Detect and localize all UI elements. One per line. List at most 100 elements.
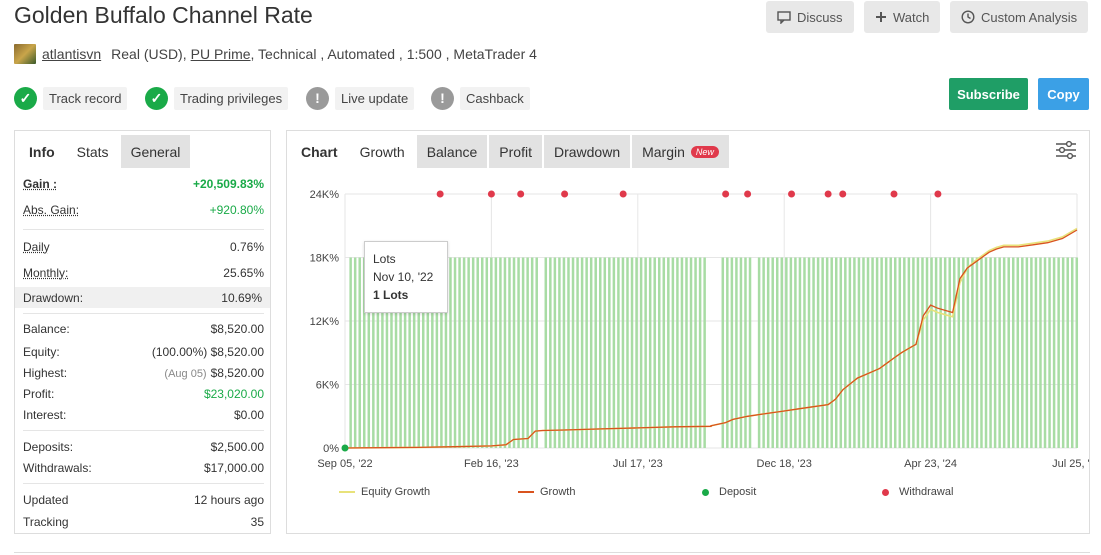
track-record-badge[interactable]: ✓ Track record (14, 86, 128, 110)
badge-label: Track record (43, 86, 128, 110)
interest-row: Interest: $0.00 (23, 405, 264, 425)
live-update-badge[interactable]: ! Live update (306, 86, 415, 110)
updated-row: Updated 12 hours ago (23, 490, 264, 510)
lots-bar (376, 257, 380, 448)
legend-deposit[interactable]: Deposit (702, 486, 756, 498)
drawdown-value: 10.69% (221, 290, 262, 305)
lots-bar (521, 257, 525, 448)
trading-privileges-badge[interactable]: ✓ Trading privileges (145, 86, 289, 110)
divider (14, 552, 1090, 553)
withdrawal-point (619, 190, 627, 198)
watch-button[interactable]: Watch (864, 1, 941, 33)
lots-bar (503, 257, 507, 448)
lots-bar (544, 257, 548, 448)
chart-marks (341, 190, 942, 452)
lots-bar (771, 257, 774, 448)
tab-info[interactable]: Info (19, 135, 65, 168)
badge-label: Live update (335, 86, 415, 110)
legend-growth[interactable]: Growth (518, 486, 575, 498)
lots-bar (694, 257, 697, 448)
withdrawals-row: Withdrawals: $17,000.00 (23, 458, 264, 478)
withdrawal-point (722, 190, 730, 198)
tab-drawdown[interactable]: Drawdown (543, 135, 631, 168)
subscribe-button[interactable]: Subscribe (949, 78, 1028, 110)
tracking-value: 35 (250, 515, 264, 529)
watch-label: Watch (893, 9, 930, 25)
account-details: , Technical , Automated , 1:500 , MetaTr… (250, 46, 537, 62)
plus-icon (876, 12, 886, 22)
tab-general[interactable]: General (120, 135, 191, 168)
copy-button[interactable]: Copy (1038, 78, 1089, 110)
lots-bar (980, 257, 983, 448)
tab-profit[interactable]: Profit (489, 135, 542, 168)
lots-bar (912, 257, 915, 448)
discuss-button[interactable]: Discuss (766, 1, 854, 33)
lots-bar (653, 257, 656, 448)
chart-tabs: Chart Growth Balance Profit Drawdown Mar… (287, 131, 731, 168)
axis-labels: 0% 6K% 12K% 18K% 24K% Sep 05, '22 Feb 16, '23 J… (310, 189, 1089, 470)
user-link[interactable]: atlantisvn (42, 46, 102, 62)
broker-link[interactable]: PU Prime (190, 46, 251, 62)
lots-bar (830, 257, 833, 448)
lots-bar (880, 257, 883, 448)
lots-bar (1052, 257, 1056, 448)
x-tick-label: Jul 17, '23 (613, 458, 663, 470)
lots-bar (762, 257, 765, 448)
legend-equity[interactable]: Equity Growth (339, 486, 430, 498)
tooltip-date: Nov 10, '22 (373, 270, 434, 284)
lots-bar (594, 257, 597, 448)
settings-sliders-icon[interactable] (1055, 139, 1077, 166)
tooltip-title: Lots (373, 252, 396, 266)
lots-bar (553, 257, 557, 448)
lots-bar (907, 257, 911, 448)
lots-bar (884, 257, 888, 448)
abs-gain-label[interactable]: Abs. Gain: (23, 203, 80, 217)
lots-bar (721, 257, 725, 448)
y-tick-label: 24K% (310, 189, 340, 201)
x-tick-label: Dec 18, '23 (757, 458, 812, 470)
new-badge: New (690, 145, 719, 158)
withdrawal-point (436, 190, 444, 198)
legend-dot (882, 488, 889, 496)
tab-growth[interactable]: Growth (349, 135, 415, 168)
lots-bar (730, 257, 734, 448)
lots-bar (412, 257, 416, 448)
withdrawal-point (517, 190, 525, 198)
lots-bar (889, 257, 892, 448)
lots-bar (989, 257, 992, 448)
lots-bar (835, 257, 838, 448)
lots-bar (975, 257, 979, 448)
gain-label[interactable]: Gain : (23, 177, 58, 191)
lots-bar (530, 257, 534, 448)
legend-withdrawal-label: Withdrawal (899, 486, 954, 498)
lots-bar (844, 257, 847, 448)
lots-bar (857, 257, 861, 448)
legend-withdrawal[interactable]: Withdrawal (882, 486, 953, 498)
tab-chart[interactable]: Chart (301, 143, 338, 160)
exclamation-icon: ! (306, 86, 329, 110)
clock-icon (961, 10, 975, 24)
tab-margin[interactable]: Margin New (632, 135, 729, 168)
lots-bar (440, 257, 443, 448)
monthly-label[interactable]: Monthly: (23, 266, 69, 280)
lots-bar (916, 257, 920, 448)
tab-stats[interactable]: Stats (66, 135, 119, 168)
lots-bar (517, 257, 520, 448)
lots-bar (1011, 257, 1015, 448)
lots-bar (644, 257, 647, 448)
withdrawal-point (788, 190, 796, 198)
lots-bar (1061, 257, 1065, 448)
divider (23, 430, 264, 431)
lots-bar (490, 257, 493, 448)
daily-label[interactable]: Daily (23, 240, 50, 254)
y-tick-label: 0% (323, 443, 339, 455)
lots-bar (993, 257, 997, 448)
lots-bar (748, 257, 752, 448)
tab-balance[interactable]: Balance (416, 135, 488, 168)
lots-bar (862, 257, 865, 448)
lots-bar (662, 257, 666, 448)
growth-chart[interactable]: 0% 6K% 12K% 18K% 24K% Sep 05, '22 Feb 16, '23 J… (287, 171, 1089, 511)
avatar[interactable] (14, 44, 36, 64)
cashback-badge[interactable]: ! Cashback (431, 86, 530, 110)
custom-analysis-button[interactable]: Custom Analysis (950, 1, 1089, 33)
